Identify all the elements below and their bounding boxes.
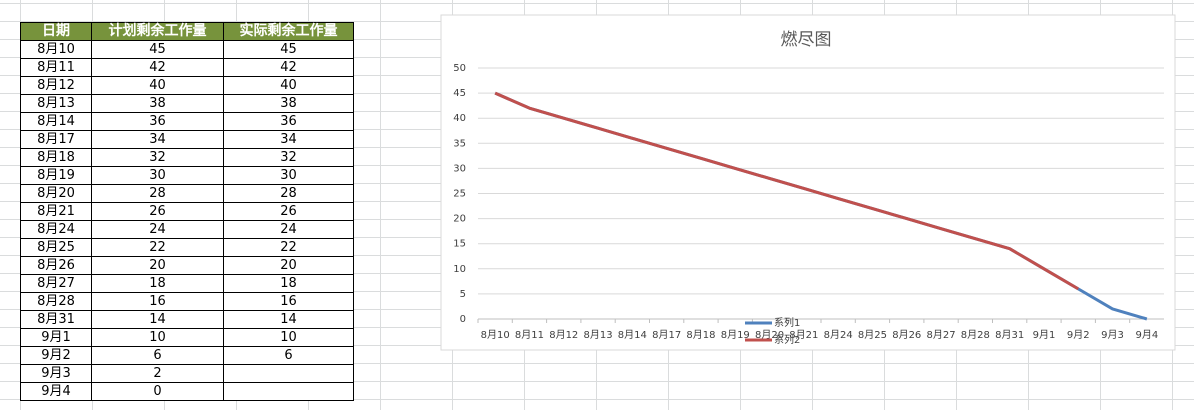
table-row: 8月13 38 38	[20, 94, 354, 113]
legend-label: 系列1	[774, 316, 800, 329]
x-tick-label: 9月3	[1101, 329, 1124, 341]
table-cell: 38	[91, 94, 224, 113]
table-cell: 9月4	[20, 382, 92, 401]
y-tick-label: 35	[453, 138, 466, 149]
table-cell: 8月24	[20, 220, 92, 239]
y-tick-label: 45	[453, 88, 466, 99]
y-tick-label: 40	[453, 113, 466, 124]
table-cell: 22	[91, 238, 224, 257]
x-tick-label: 9月1	[1033, 329, 1056, 341]
y-tick-label: 15	[453, 239, 466, 250]
x-tick-label: 8月11	[515, 329, 544, 341]
table-cell: 28	[91, 184, 224, 203]
x-tick-label: 8月17	[652, 329, 681, 341]
table-cell: 32	[91, 148, 224, 167]
x-tick-label: 9月2	[1067, 329, 1090, 341]
table-cell: 8月28	[20, 292, 92, 311]
y-tick-label: 50	[453, 63, 466, 74]
table-cell: 8月11	[20, 58, 92, 77]
x-tick-label: 8月10	[481, 329, 510, 341]
x-tick-label: 8月18	[686, 329, 715, 341]
x-tick-label: 8月12	[549, 329, 578, 341]
table-cell: 8月25	[20, 238, 92, 257]
table-row: 8月18 32 32	[20, 148, 354, 167]
x-tick-label: 8月13	[584, 329, 613, 341]
table-row: 8月24 24 24	[20, 220, 354, 239]
table-row: 8月26 20 20	[20, 256, 354, 275]
table-header: 日期 计划剩余工作量 实际剩余工作量	[20, 22, 354, 41]
x-tick-label: 8月25	[858, 329, 887, 341]
table-cell: 38	[223, 94, 354, 113]
table-cell: 8月14	[20, 112, 92, 131]
table-cell: 42	[91, 58, 224, 77]
x-tick-label: 8月28	[961, 329, 990, 341]
x-tick-label: 8月20	[755, 329, 784, 341]
x-tick-label: 8月26	[892, 329, 921, 341]
y-tick-label: 10	[453, 264, 466, 275]
y-tick-label: 5	[460, 289, 466, 300]
data-table: 日期 计划剩余工作量 实际剩余工作量 8月10 45 45 8月11 42 42 8月12 40 4…	[20, 22, 354, 401]
series-line	[494, 91, 1080, 291]
table-row: 9月4 0	[20, 382, 354, 401]
x-tick-label: 8月14	[618, 329, 647, 341]
chart-area	[440, 14, 1176, 351]
chart-title: 燃尽图	[781, 30, 832, 50]
table-cell	[223, 382, 354, 401]
x-tick-label: 8月21	[789, 329, 818, 341]
table-cell: 8月19	[20, 166, 92, 185]
x-tick-label: 8月19	[721, 329, 750, 341]
table-cell: 6	[223, 346, 354, 365]
table-cell: 8月18	[20, 148, 92, 167]
y-tick-label: 30	[453, 163, 466, 174]
x-tick-label: 9月4	[1135, 329, 1158, 341]
table-cell: 30	[223, 166, 354, 185]
x-tick-label: 8月27	[927, 329, 956, 341]
table-row: 8月17 34 34	[20, 130, 354, 149]
table-row: 8月19 30 30	[20, 166, 354, 185]
table-row: 8月11 42 42	[20, 58, 354, 77]
y-tick-label: 20	[453, 214, 466, 225]
legend-label: 系列2	[774, 333, 800, 346]
table-row: 8月20 28 28	[20, 184, 354, 203]
x-tick-label: 8月31	[995, 329, 1024, 341]
table-row: 8月21 26 26	[20, 202, 354, 221]
header-cell: 计划剩余工作量	[91, 22, 224, 41]
y-tick-label: 0	[460, 314, 466, 325]
x-tick-label: 8月24	[824, 329, 853, 341]
y-tick-label: 25	[453, 189, 466, 200]
